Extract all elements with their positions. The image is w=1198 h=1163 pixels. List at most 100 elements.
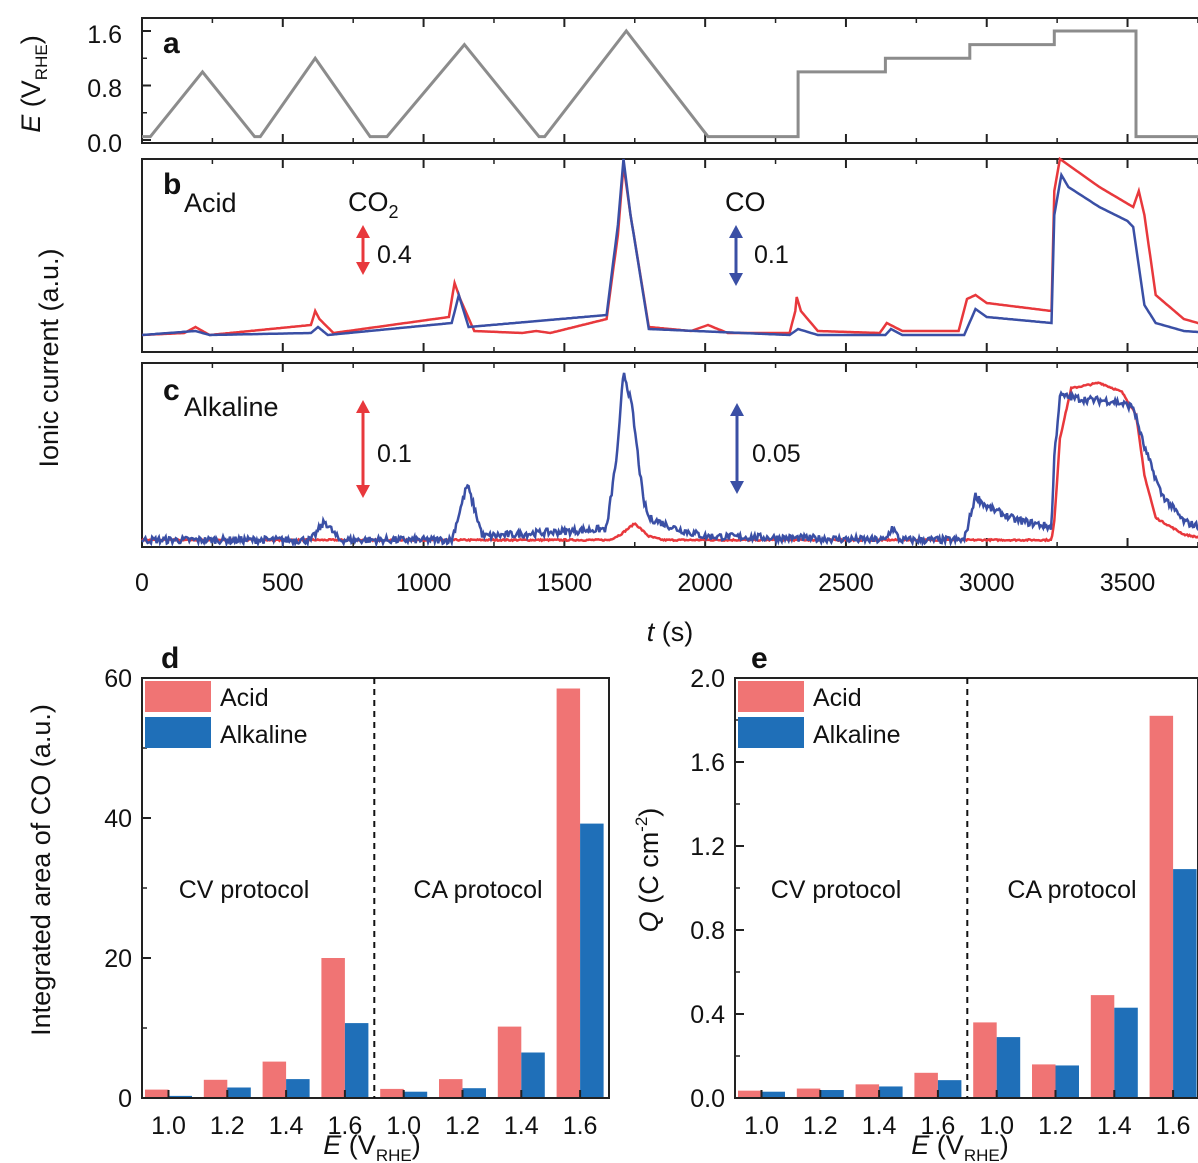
- panel-e-legend-alkaline-swatch: [738, 717, 804, 748]
- e-ytick-2.0: 2.0: [690, 665, 725, 693]
- d-xtick-cv-1.4: 1.4: [269, 1112, 304, 1140]
- panel-c-ticks: [211, 363, 1198, 547]
- scale-arrow-head-up: [356, 400, 370, 413]
- bar-alkaline-ca-1.4: [521, 1052, 545, 1098]
- e-xtick-ca-1.4: 1.4: [1097, 1112, 1132, 1140]
- panel-a-ylabel-pre: (V: [16, 80, 46, 115]
- d-xtick-ca-1.2: 1.2: [445, 1112, 480, 1140]
- e-xtick-ca-1.6: 1.6: [1156, 1112, 1191, 1140]
- panel-d-xtick-labels: 1.0 1.2 1.4 1.6 1.0 1.2 1.4 1.6: [151, 1112, 597, 1140]
- e-ytick-0.4: 0.4: [690, 1001, 725, 1029]
- panel-e-ylabel-sym: Q: [634, 911, 664, 932]
- e-xtick-cv-1.2: 1.2: [803, 1112, 838, 1140]
- panel-e-ytick-labels: 0.0 0.4 0.8 1.2 1.6 2.0: [690, 665, 725, 1113]
- e-ytick-1.2: 1.2: [690, 833, 725, 861]
- panel-e-legend-alkaline: Alkaline: [813, 721, 901, 749]
- potential-line: [142, 28, 1198, 139]
- co2-label-sub: 2: [389, 202, 399, 222]
- panel-c-condition: Alkaline: [184, 392, 279, 422]
- time-axis-tick-1000: 1000: [396, 569, 452, 597]
- bar-alkaline-cv-1.4: [879, 1086, 903, 1098]
- panel-e-bars: [738, 715, 1197, 1098]
- co2-label-text: CO: [348, 187, 389, 217]
- time-axis-tick-3000: 3000: [959, 569, 1015, 597]
- bar-alkaline-cv-1.6: [344, 1023, 369, 1098]
- bar-alkaline-ca-1.6: [1173, 869, 1197, 1098]
- panel-d-ylabel: Integrated area of CO (a.u.): [26, 704, 56, 1036]
- panel-d-letter: d: [161, 642, 179, 675]
- co-legend-label: CO: [725, 187, 766, 217]
- e-ytick-0.0: 0.0: [690, 1085, 725, 1113]
- panel-d-xlabel-pre: (V: [341, 1130, 376, 1160]
- scale-arrow-head-up: [729, 225, 743, 238]
- panel-d-xlabel-sub: RHE: [376, 1146, 412, 1163]
- bar-acid-cv-1.6: [321, 958, 345, 1098]
- time-axis-tick-2500: 2500: [818, 569, 874, 597]
- panel-d-ca-label: CA protocol: [413, 876, 542, 904]
- e-xtick-cv-1.4: 1.4: [862, 1112, 897, 1140]
- panel-d-cv-label: CV protocol: [179, 876, 310, 904]
- bar-alkaline-ca-1.0: [403, 1091, 428, 1098]
- co-scale-value-acid: 0.1: [754, 241, 789, 269]
- d-xtick-ca-1.0: 1.0: [386, 1112, 421, 1140]
- bar-alkaline-cv-1.2: [227, 1087, 251, 1098]
- bar-alkaline-ca-1.4: [1114, 1007, 1138, 1098]
- d-xtick-cv-1.6: 1.6: [328, 1112, 363, 1140]
- d-xtick-ca-1.6: 1.6: [563, 1112, 598, 1140]
- time-axis-tick-1500: 1500: [537, 569, 593, 597]
- bar-acid-ca-1.2: [1032, 1064, 1056, 1098]
- panel-e-ylabel-pre: (C cm: [634, 832, 664, 911]
- bar-acid-ca-1.6: [1149, 715, 1174, 1098]
- panel-e-ca-label: CA protocol: [1007, 876, 1136, 904]
- e-ytick-0.8: 0.8: [690, 917, 725, 945]
- panel-a-frame: [141, 17, 1198, 144]
- panel-e: e Acid Alkaline CV protocol CA protocol …: [632, 642, 1198, 1163]
- d-xtick-cv-1.2: 1.2: [210, 1112, 245, 1140]
- bar-alkaline-cv-1.4: [286, 1079, 310, 1098]
- bar-acid-ca-1.4: [1090, 995, 1115, 1098]
- co2-trace-alkaline: [141, 381, 1198, 543]
- panel-a-ticks: [142, 18, 1198, 143]
- panel-a: a 1.6 0.8 0.0 E (VRHE): [16, 17, 1198, 158]
- bar-alkaline-cv-1.0: [168, 1095, 192, 1098]
- panel-d-xlabel: E (VRHE): [323, 1130, 420, 1163]
- bar-acid-ca-1.6: [556, 688, 581, 1098]
- e-xtick-ca-1.2: 1.2: [1038, 1112, 1073, 1140]
- panel-a-ylabel-post: ): [16, 35, 46, 44]
- panel-e-xlabel-sym: E: [911, 1130, 930, 1160]
- panel-e-xtick-labels: 1.0 1.2 1.4 1.6 1.0 1.2 1.4 1.6: [744, 1112, 1190, 1140]
- bar-alkaline-cv-1.2: [820, 1090, 844, 1098]
- time-axis-label: t (s): [647, 617, 694, 647]
- panel-d-legend-acid-swatch: [145, 681, 211, 712]
- bar-alkaline-ca-1.2: [1055, 1065, 1079, 1098]
- time-axis-tick-2000: 2000: [677, 569, 733, 597]
- time-axis-tick-3500: 3500: [1100, 569, 1156, 597]
- e-xtick-cv-1.0: 1.0: [744, 1112, 779, 1140]
- panel-b-ticks: [211, 159, 1198, 352]
- co-scale-value-alkaline: 0.05: [752, 440, 801, 468]
- panel-d-legend-alkaline-swatch: [145, 717, 211, 748]
- d-ytick-40: 40: [104, 805, 132, 833]
- panel-a-letter: a: [163, 27, 180, 60]
- panel-c-frame: [141, 362, 1198, 548]
- bar-acid-ca-1.0: [380, 1088, 404, 1098]
- scale-arrow-head-down: [356, 262, 370, 275]
- bar-acid-cv-1.2: [203, 1079, 228, 1098]
- scale-arrow-head-down: [356, 485, 370, 498]
- panel-e-cv-label: CV protocol: [771, 876, 902, 904]
- co2-legend-label: CO2: [348, 187, 399, 222]
- ionic-current-ylabel: Ionic current (a.u.): [34, 248, 64, 467]
- panel-e-xlabel-post: ): [1000, 1130, 1009, 1160]
- panel-a-ylabel-sym: E: [16, 114, 46, 133]
- panel-a-ytick-0.0: 0.0: [87, 130, 122, 158]
- panel-b: b Acid CO2 CO 0.4 0.1: [141, 156, 1198, 353]
- panel-e-xlabel-pre: (V: [929, 1130, 964, 1160]
- time-axis-tick-labels: 0 500 1000 1500 2000 2500 3000 3500: [135, 569, 1155, 597]
- scale-arrow-head-down: [729, 273, 743, 286]
- bar-acid-cv-1.2: [796, 1088, 821, 1098]
- bar-alkaline-ca-1.0: [996, 1037, 1021, 1098]
- time-axis-tick-0: 0: [135, 569, 149, 597]
- bar-acid-cv-1.6: [914, 1072, 938, 1098]
- time-axis-sym: t: [647, 617, 656, 647]
